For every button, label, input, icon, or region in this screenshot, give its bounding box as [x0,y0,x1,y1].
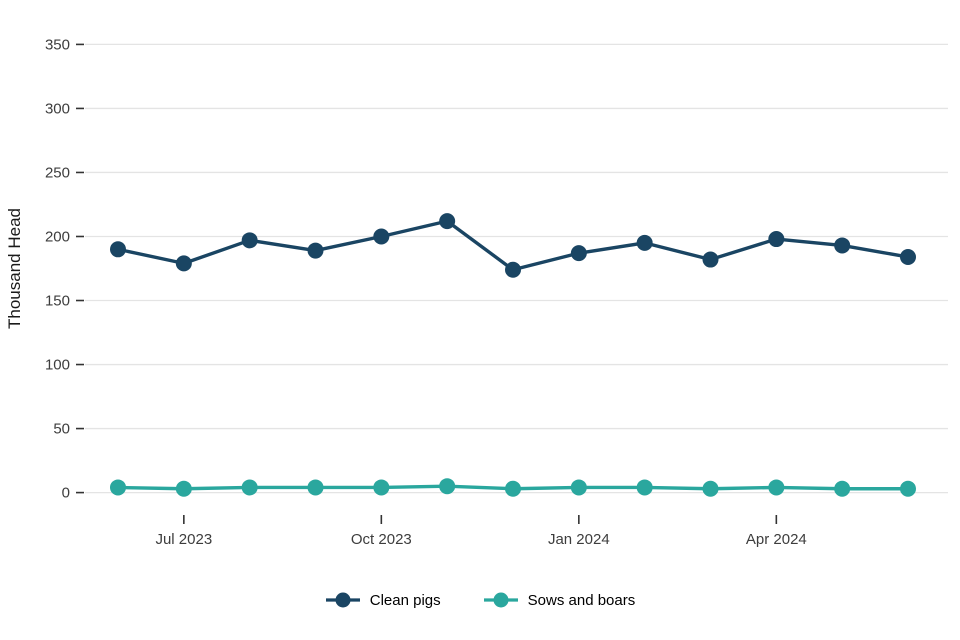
y-tick-label: 50 [53,421,70,438]
data-point-clean-pigs [834,237,851,254]
data-point-sows-and-boars [702,480,719,497]
data-point-clean-pigs [768,231,785,248]
x-tick-label: Apr 2024 [746,531,807,548]
y-axis-title: Thousand Head [5,208,24,329]
legend-entry-clean-pigs: Clean pigs [325,590,441,610]
x-tick-label: Jul 2023 [155,531,212,548]
y-tick-label: 150 [45,293,70,310]
data-point-clean-pigs [373,228,390,245]
legend-key-sows-and-boars [483,592,518,608]
legend-key-dot [493,592,509,608]
data-point-sows-and-boars [900,480,916,497]
y-tick-label: 200 [45,228,70,245]
data-point-clean-pigs [702,251,719,268]
data-point-clean-pigs [900,248,916,265]
x-tick-label: Jan 2024 [548,531,610,548]
y-tick-label: 350 [45,36,70,53]
y-tick-label: 300 [45,100,70,117]
data-point-clean-pigs [307,242,324,259]
data-point-sows-and-boars [505,480,521,497]
legend-entry-sows-and-boars: Sows and boars [483,590,636,610]
data-point-sows-and-boars [570,479,587,496]
data-point-sows-and-boars [307,479,324,496]
data-point-clean-pigs [570,245,587,262]
data-point-sows-and-boars [636,479,653,496]
legend-label-sows-and-boars: Sows and boars [527,591,636,609]
legend-key-clean-pigs [325,592,360,608]
data-point-sows-and-boars [439,478,456,495]
data-point-sows-and-boars [834,480,851,497]
y-tick-label: 250 [45,164,70,181]
data-point-clean-pigs [241,232,258,249]
data-point-sows-and-boars [241,479,258,496]
data-point-sows-and-boars [175,480,192,497]
chart-legend: Clean pigs Sows and boars [0,584,960,616]
data-point-clean-pigs [505,261,521,278]
data-point-clean-pigs [439,213,456,230]
data-point-sows-and-boars [768,479,785,496]
y-tick-label: 0 [62,485,70,502]
data-point-clean-pigs [636,234,653,251]
chart-canvas: 0 50 100 150 200 250 300 350 Jul 2023 Oct 2023 Jan… [5,36,948,548]
legend-key-dot [335,592,351,608]
data-point-clean-pigs [175,255,192,272]
data-point-sows-and-boars [373,479,390,496]
x-tick-label: Oct 2023 [351,531,412,548]
data-point-clean-pigs [110,241,126,258]
legend-label-clean-pigs: Clean pigs [369,591,441,609]
y-tick-label: 100 [45,357,70,374]
data-point-sows-and-boars [110,479,126,496]
